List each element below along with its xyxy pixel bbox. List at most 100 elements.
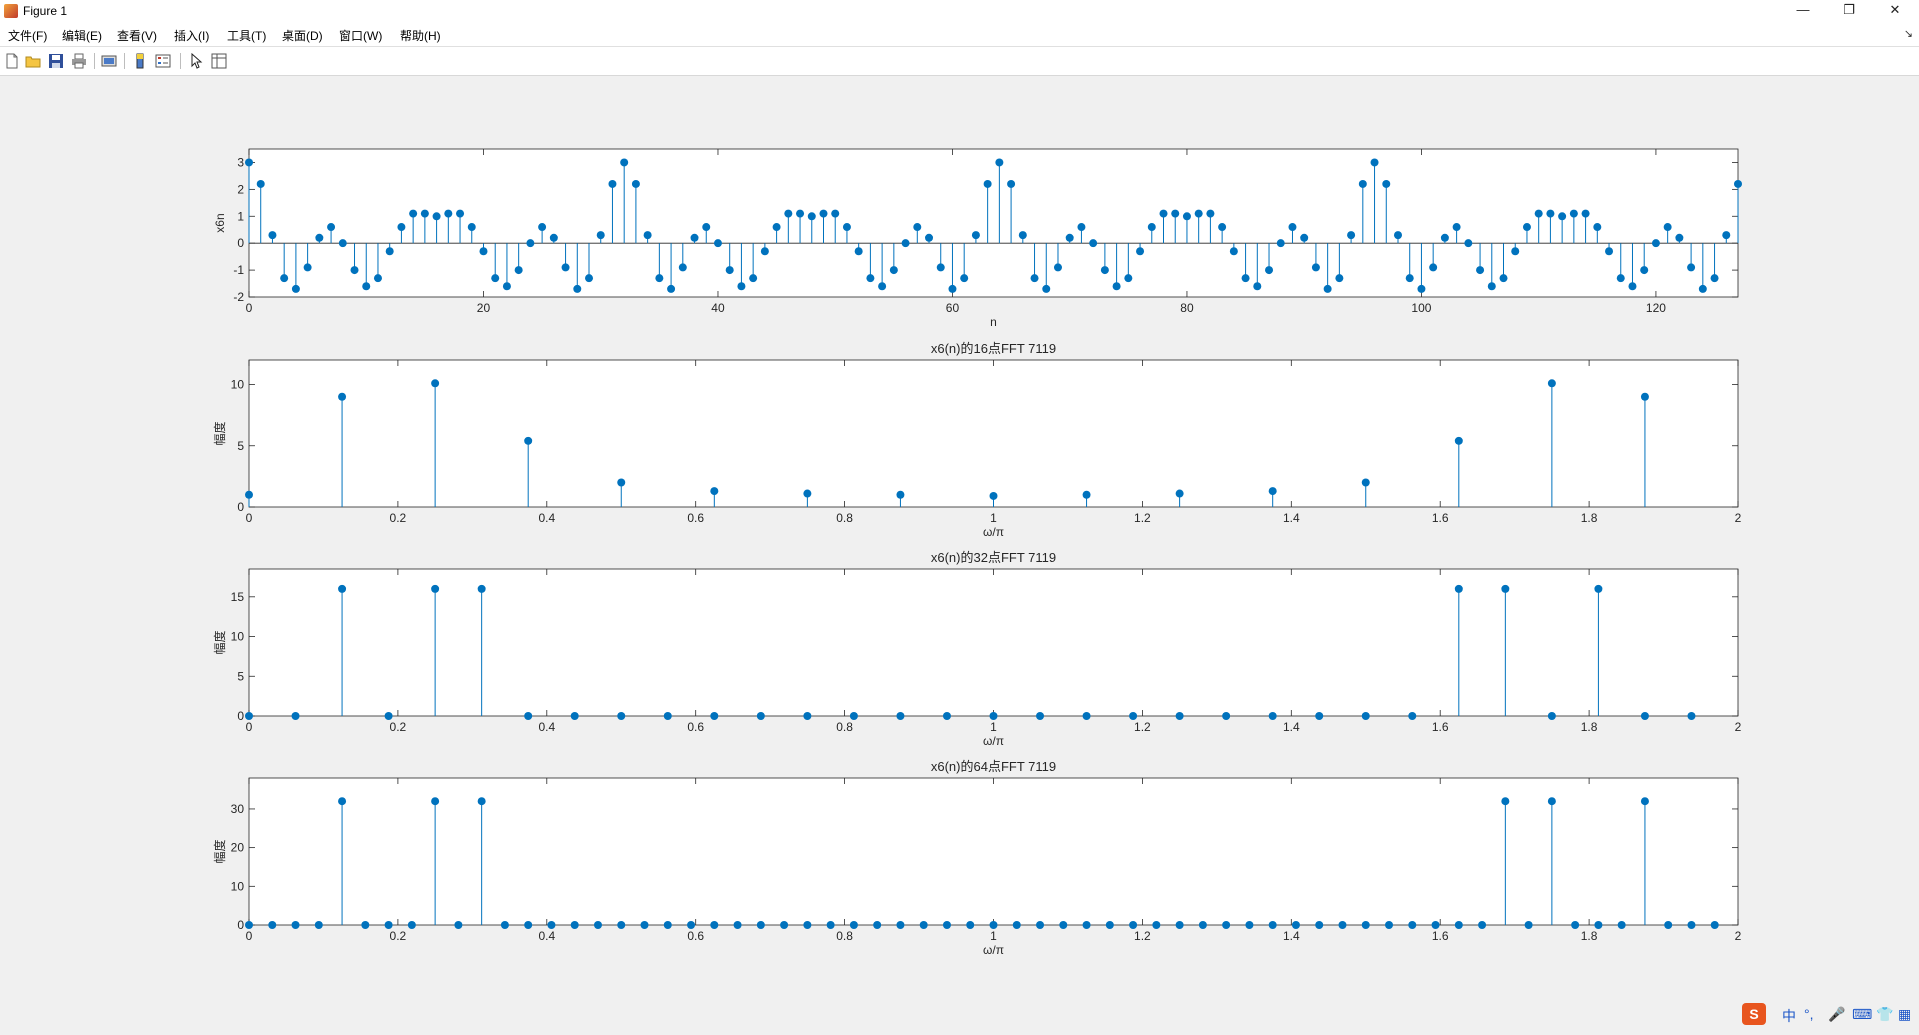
stem-marker	[1323, 284, 1332, 293]
stem-marker	[1171, 209, 1180, 218]
stem-marker	[593, 921, 602, 929]
y-tick-label: 15	[231, 590, 245, 604]
stem-marker	[479, 247, 488, 256]
menu-desktop[interactable]: 桌面(D)	[282, 29, 323, 43]
insert-legend-icon[interactable]	[155, 53, 171, 69]
stem-marker	[1361, 478, 1370, 487]
stem-marker	[397, 223, 406, 232]
subplot-3	[245, 568, 1739, 720]
stem-marker	[1593, 223, 1602, 232]
stem-marker	[500, 921, 509, 929]
skin-icon[interactable]: 👕	[1876, 1006, 1894, 1022]
x-axis-label: ω/π	[983, 943, 1004, 957]
stem-marker	[1152, 921, 1161, 929]
stem-marker	[901, 239, 910, 248]
stem-marker	[1136, 247, 1145, 256]
stem-marker	[687, 921, 696, 929]
stem-marker	[538, 223, 547, 232]
x-tick-label: 0.4	[538, 929, 555, 943]
sogou-logo-icon[interactable]: S	[1742, 1003, 1766, 1025]
subplot-4	[245, 777, 1739, 929]
menu-window[interactable]: 窗口(W)	[339, 29, 383, 43]
maximize-button[interactable]: ❐	[1843, 2, 1855, 17]
stem-marker	[803, 489, 812, 498]
stem-marker	[1478, 921, 1487, 929]
stem-marker	[1018, 231, 1027, 240]
stem-marker	[444, 209, 453, 218]
stem-marker	[291, 284, 300, 293]
menu-tools[interactable]: 工具(T)	[227, 29, 267, 43]
stem-marker	[1710, 274, 1719, 283]
menu-edit[interactable]: 编辑(E)	[62, 29, 102, 43]
stem-marker	[919, 921, 928, 929]
stem-marker	[989, 712, 998, 720]
stem-marker	[1182, 212, 1191, 221]
stem-marker	[491, 274, 500, 283]
mic-icon[interactable]: 🎤	[1828, 1006, 1846, 1022]
keyboard-icon[interactable]: ⌨	[1852, 1006, 1873, 1022]
stem-marker	[1358, 179, 1367, 188]
stem-marker	[1429, 263, 1438, 272]
stem-marker	[663, 712, 672, 720]
x-tick-label: 2	[1735, 511, 1742, 525]
new-figure-icon[interactable]	[4, 53, 20, 69]
x-tick-label: 1.8	[1581, 720, 1598, 734]
menu-file[interactable]: 文件(F)	[8, 29, 48, 43]
stem-marker	[526, 239, 535, 248]
property-inspector-icon[interactable]	[211, 53, 227, 69]
stem-marker	[1059, 921, 1068, 929]
x-tick-label: 120	[1646, 301, 1666, 315]
apps-icon[interactable]: ▦	[1898, 1006, 1912, 1022]
stem-marker	[873, 921, 882, 929]
stem-marker	[1640, 392, 1649, 401]
stem-marker	[780, 921, 789, 929]
stem-marker	[1089, 239, 1098, 248]
stem-marker	[1082, 490, 1091, 499]
stem-marker	[245, 712, 253, 720]
stem-marker	[1524, 921, 1533, 929]
minimize-button[interactable]: —	[1796, 2, 1810, 17]
stem-marker	[1265, 266, 1274, 275]
stem-marker	[1268, 712, 1277, 720]
menu-view[interactable]: 查看(V)	[117, 29, 157, 43]
subplot-title: x6(n)的32点FFT 7119	[931, 550, 1056, 565]
close-button[interactable]: ✕	[1889, 2, 1901, 17]
stem-marker	[756, 712, 765, 720]
edit-plot-icon[interactable]	[188, 53, 204, 69]
dock-arrow-icon[interactable]: ↘	[1903, 28, 1913, 40]
ime-punct-label[interactable]: °,	[1804, 1006, 1814, 1022]
print-preview-icon[interactable]	[101, 53, 117, 69]
title-bar: Figure 1 — ❐ ✕	[0, 0, 1919, 23]
stem-marker	[1268, 921, 1277, 929]
stem-marker	[1036, 712, 1045, 720]
y-tick-label: 0	[237, 709, 244, 723]
menu-help[interactable]: 帮助(H)	[400, 29, 441, 43]
stem-marker	[1159, 209, 1168, 218]
stem-marker	[1594, 921, 1603, 929]
stem-marker	[1361, 712, 1370, 720]
print-icon[interactable]	[71, 53, 87, 69]
y-tick-label: 0	[237, 500, 244, 514]
stem-marker	[1393, 231, 1402, 240]
stem-marker	[454, 921, 463, 929]
stem-marker	[1053, 263, 1062, 272]
matlab-app-icon	[4, 4, 18, 18]
menu-insert[interactable]: 插入(I)	[174, 29, 210, 43]
stem-marker	[889, 266, 898, 275]
stem-marker	[467, 223, 476, 232]
stem-marker	[502, 282, 511, 291]
x-tick-label: 2	[1735, 929, 1742, 943]
stem-marker	[896, 921, 905, 929]
stem-marker	[1065, 233, 1074, 242]
save-icon[interactable]	[48, 53, 64, 69]
y-tick-label: 10	[231, 378, 245, 392]
open-file-icon[interactable]	[25, 53, 41, 69]
stem-marker	[1640, 797, 1649, 806]
stem-marker	[1361, 921, 1370, 929]
ime-mode-label[interactable]: 中	[1782, 1008, 1796, 1024]
stem-marker	[913, 223, 922, 232]
stem-marker	[663, 921, 672, 929]
stem-marker	[1147, 223, 1156, 232]
insert-colorbar-icon[interactable]	[132, 53, 148, 69]
stem-marker	[842, 223, 851, 232]
